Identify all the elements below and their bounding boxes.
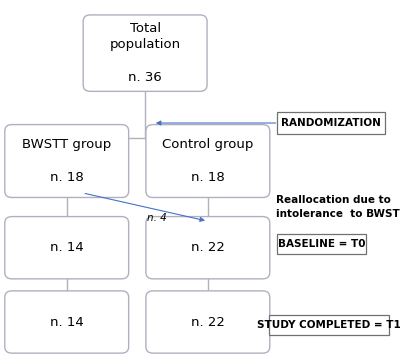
- Text: BWSTT group

n. 18: BWSTT group n. 18: [22, 138, 111, 184]
- FancyBboxPatch shape: [5, 125, 129, 197]
- Text: n. 22: n. 22: [191, 241, 225, 254]
- FancyBboxPatch shape: [269, 315, 389, 335]
- Text: BASELINE = T0: BASELINE = T0: [278, 239, 365, 249]
- Text: n. 14: n. 14: [50, 316, 84, 329]
- FancyBboxPatch shape: [146, 291, 270, 353]
- FancyBboxPatch shape: [83, 15, 207, 91]
- FancyBboxPatch shape: [146, 217, 270, 279]
- Text: n. 4: n. 4: [147, 213, 167, 223]
- Text: n. 22: n. 22: [191, 316, 225, 329]
- FancyBboxPatch shape: [277, 112, 386, 134]
- Text: Total
population

n. 36: Total population n. 36: [110, 22, 181, 84]
- FancyBboxPatch shape: [146, 125, 270, 197]
- Text: n. 14: n. 14: [50, 241, 84, 254]
- FancyBboxPatch shape: [277, 234, 366, 254]
- FancyBboxPatch shape: [5, 291, 129, 353]
- Text: Control group

n. 18: Control group n. 18: [162, 138, 254, 184]
- Text: Reallocation due to
intolerance  to BWSTT: Reallocation due to intolerance to BWSTT: [276, 195, 400, 219]
- Text: RANDOMIZATION: RANDOMIZATION: [281, 118, 381, 128]
- Text: STUDY COMPLETED = T1: STUDY COMPLETED = T1: [258, 320, 400, 330]
- FancyBboxPatch shape: [5, 217, 129, 279]
